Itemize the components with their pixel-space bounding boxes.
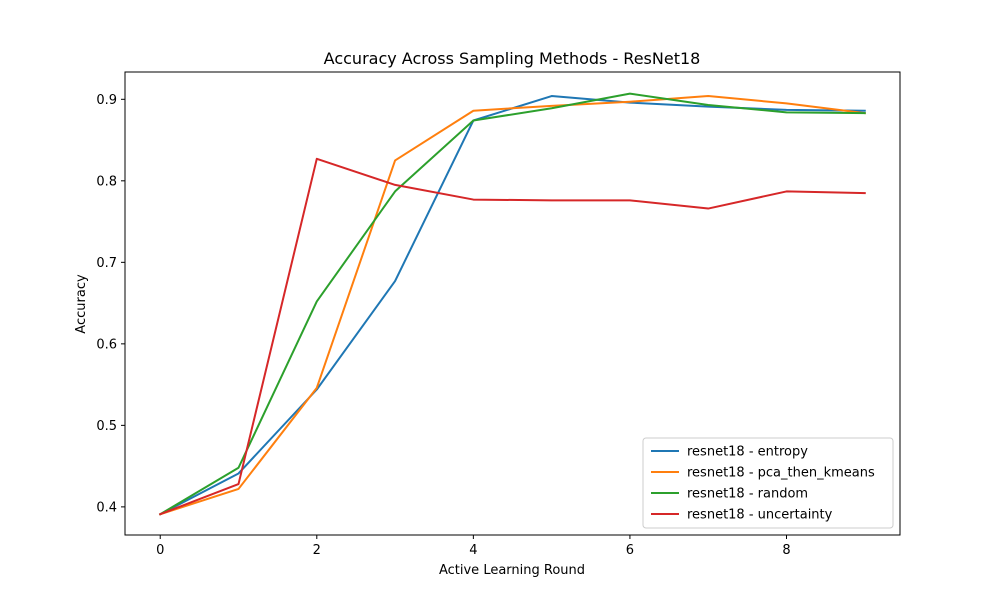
- x-axis: 0 2 4 6 8: [156, 535, 791, 558]
- x-tick-label: 2: [313, 543, 321, 558]
- plot-area: [124, 71, 901, 536]
- legend-label-2: resnet18 - random: [687, 487, 808, 502]
- y-tick-label: 0.4: [96, 500, 117, 515]
- y-tick-label: 0.9: [96, 93, 117, 108]
- y-axis: 0.4 0.5 0.6 0.7 0.8 0.9: [96, 93, 125, 515]
- y-tick-label: 0.5: [96, 419, 117, 434]
- y-axis-label: Accuracy: [74, 274, 89, 334]
- series-line-1: [158, 95, 866, 516]
- legend-box: [642, 437, 894, 529]
- legend-label-1: resnet18 - pca_then_kmeans: [687, 466, 875, 481]
- plot-frame: [124, 71, 901, 536]
- x-tick-label: 0: [156, 543, 164, 558]
- y-tick-label: 0.8: [96, 174, 117, 189]
- legend: resnet18 - entropy resnet18 - pca_then_km…: [642, 437, 894, 529]
- x-tick-label: 6: [626, 543, 634, 558]
- legend-label-3: resnet18 - uncertainty: [687, 508, 833, 523]
- x-axis-label: Active Learning Round: [439, 563, 585, 578]
- y-tick-label: 0.6: [96, 337, 117, 352]
- series-layer: [158, 92, 866, 516]
- series-line-3: [158, 157, 866, 516]
- chart-title: Accuracy Across Sampling Methods - ResNe…: [324, 49, 701, 68]
- series-line-2: [158, 92, 866, 516]
- x-tick-label: 4: [469, 543, 477, 558]
- y-tick-label: 0.7: [96, 256, 117, 271]
- legend-label-0: resnet18 - entropy: [687, 445, 808, 460]
- x-tick-label: 8: [782, 543, 790, 558]
